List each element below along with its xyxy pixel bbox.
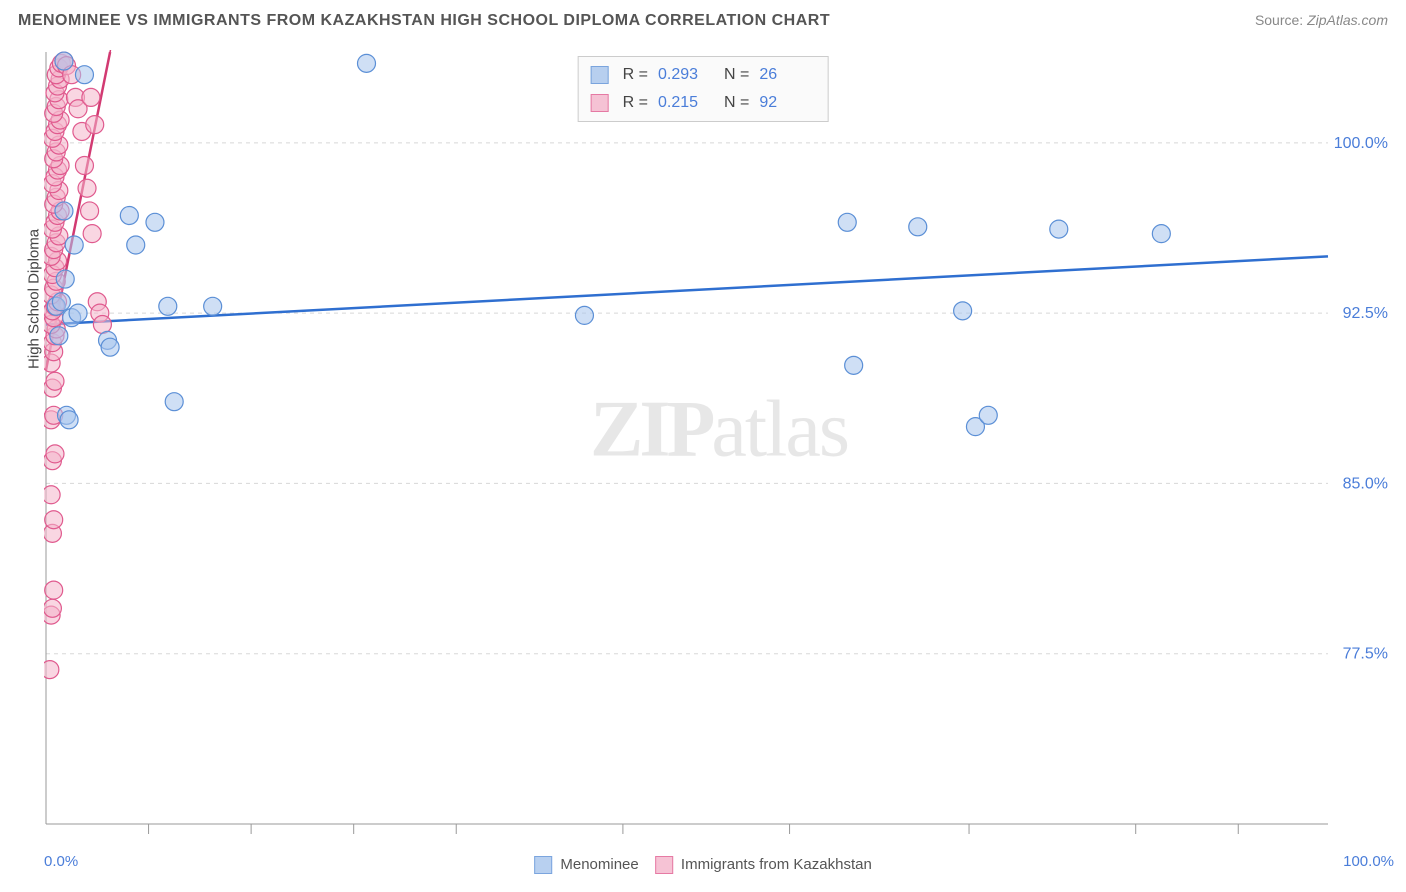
x-tick-max: 100.0% [1343, 853, 1394, 870]
series-legend: Menominee Immigrants from Kazakhstan [534, 856, 872, 874]
r-value: 0.215 [658, 89, 714, 117]
r-value: 0.293 [658, 61, 714, 89]
stats-row: R = 0.215 N = 92 [591, 89, 816, 117]
x-tick-min: 0.0% [44, 853, 78, 870]
svg-text:92.5%: 92.5% [1343, 305, 1388, 322]
swatch-icon [591, 94, 609, 112]
svg-text:100.0%: 100.0% [1334, 135, 1388, 152]
legend-item: Immigrants from Kazakhstan [655, 856, 872, 874]
n-value: 92 [759, 89, 815, 117]
legend-label: Menominee [560, 856, 638, 873]
svg-text:77.5%: 77.5% [1343, 646, 1388, 663]
y-axis-label: High School Diploma [26, 229, 43, 369]
source-link[interactable]: ZipAtlas.com [1307, 12, 1388, 28]
legend-label: Immigrants from Kazakhstan [681, 856, 872, 873]
scatter-chart: 77.5% 85.0% 92.5% 100.0% [44, 50, 1394, 842]
r-label: R = [623, 89, 648, 117]
header: MENOMINEE VS IMMIGRANTS FROM KAZAKHSTAN … [18, 12, 1388, 30]
n-label: N = [724, 89, 749, 117]
chart-area: High School Diploma 77.5%85.0%92.5%100.0… [44, 50, 1394, 842]
swatch-icon [534, 856, 552, 874]
stats-row: R = 0.293 N = 26 [591, 61, 816, 89]
legend-item: Menominee [534, 856, 639, 874]
svg-text:85.0%: 85.0% [1343, 475, 1388, 492]
swatch-icon [655, 856, 673, 874]
r-label: R = [623, 61, 648, 89]
source-attribution: Source: ZipAtlas.com [1255, 12, 1388, 28]
chart-title: MENOMINEE VS IMMIGRANTS FROM KAZAKHSTAN … [18, 12, 830, 30]
swatch-icon [591, 66, 609, 84]
stats-legend: R = 0.293 N = 26 R = 0.215 N = 92 [578, 56, 829, 122]
source-label: Source: [1255, 12, 1303, 28]
n-label: N = [724, 61, 749, 89]
n-value: 26 [759, 61, 815, 89]
